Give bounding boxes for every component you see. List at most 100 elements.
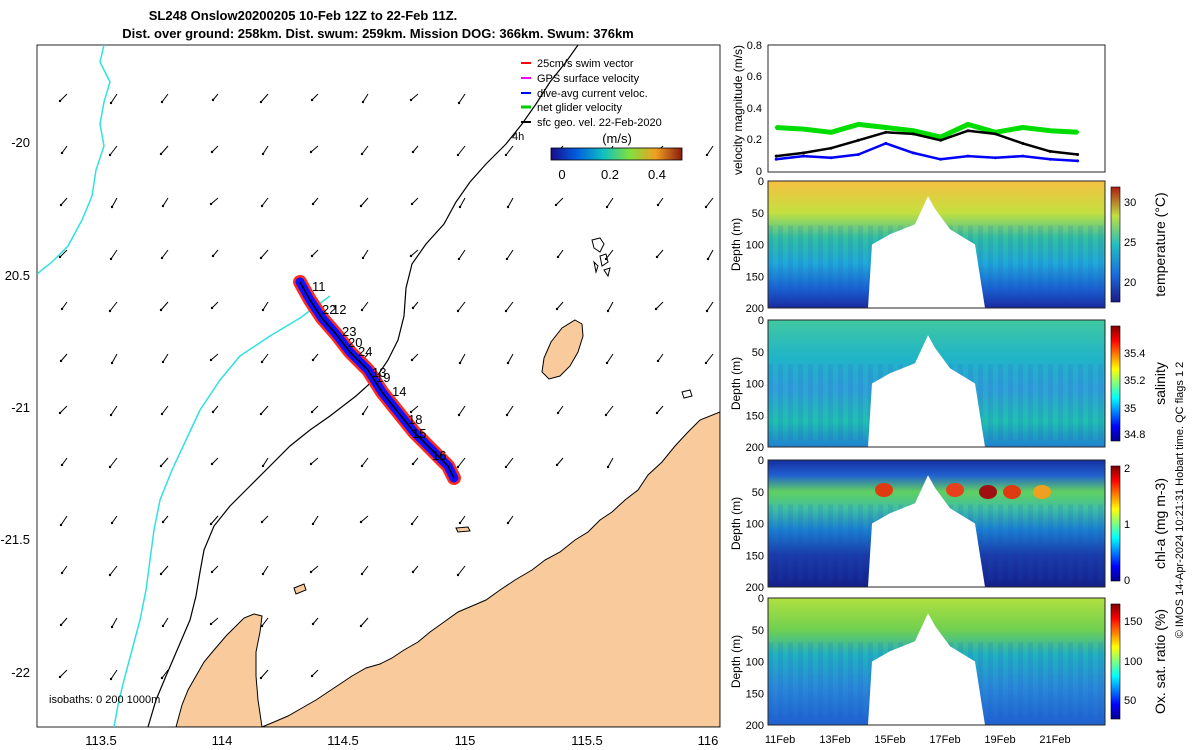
vector-head bbox=[209, 522, 213, 526]
vector-head bbox=[409, 254, 413, 258]
field-band bbox=[1088, 642, 1093, 719]
field-band bbox=[838, 364, 843, 441]
seabed-mask bbox=[868, 613, 985, 725]
track-day-label: 11 bbox=[312, 279, 326, 294]
colorbar-tick: 150 bbox=[1124, 616, 1142, 628]
field-band bbox=[1078, 504, 1083, 581]
field-band bbox=[998, 642, 1003, 719]
vector-arrow bbox=[210, 197, 219, 205]
depth-tick: 150 bbox=[746, 550, 764, 562]
vector-head bbox=[160, 256, 164, 260]
lon-tick: 116 bbox=[698, 733, 719, 748]
depth-tick: 150 bbox=[746, 271, 764, 283]
vector-arrow bbox=[655, 301, 664, 310]
series-point bbox=[1048, 157, 1052, 161]
series-point bbox=[829, 156, 833, 160]
vector-arrow bbox=[360, 617, 369, 627]
series-point bbox=[856, 153, 860, 156]
sfc-velocity-vectors bbox=[58, 93, 714, 681]
vector-head bbox=[210, 150, 214, 154]
field-band bbox=[798, 225, 803, 302]
vector-arrow bbox=[310, 565, 319, 573]
field-band bbox=[1038, 504, 1043, 581]
field-band bbox=[818, 364, 823, 441]
vector-head bbox=[261, 464, 265, 468]
series-point bbox=[1021, 141, 1025, 145]
vector-arrow bbox=[657, 353, 664, 362]
series-point bbox=[911, 132, 915, 136]
track-day-label: 14 bbox=[392, 384, 406, 399]
vector-head bbox=[411, 570, 415, 574]
vector-head bbox=[210, 570, 214, 574]
vector-arrow bbox=[505, 301, 514, 312]
field-band bbox=[778, 642, 783, 719]
island-barrow bbox=[541, 319, 584, 380]
temperature-panel: 0 50 100 150 200 Depth (m) 20 25 30 temperature (… bbox=[729, 176, 1168, 315]
depth-tick: 150 bbox=[746, 688, 764, 700]
depth-ylabel: Depth (m) bbox=[729, 218, 743, 271]
vector-arrow bbox=[110, 93, 118, 104]
vector-head bbox=[555, 463, 559, 467]
series-point bbox=[802, 151, 806, 155]
field-band bbox=[808, 364, 813, 441]
vector-arrow bbox=[412, 301, 419, 309]
vector-arrow bbox=[361, 145, 369, 155]
track-line bbox=[299, 281, 455, 479]
track-day-label: 16 bbox=[432, 448, 446, 463]
field-band bbox=[858, 642, 863, 719]
vector-arrow bbox=[160, 457, 169, 467]
vector-head bbox=[555, 307, 559, 311]
oxygen-colorbar bbox=[1110, 603, 1121, 720]
field-band bbox=[1038, 642, 1043, 719]
vector-arrow bbox=[111, 515, 118, 524]
vector-head bbox=[110, 361, 114, 365]
field-band bbox=[788, 504, 793, 581]
field-band bbox=[828, 225, 833, 302]
field-band bbox=[1078, 225, 1083, 302]
vector-arrow bbox=[657, 197, 664, 206]
vector-head bbox=[209, 622, 213, 626]
date-tick: 13Feb bbox=[819, 734, 850, 746]
vector-arrow bbox=[607, 301, 614, 312]
vector-head bbox=[309, 570, 313, 574]
vector-arrow bbox=[311, 669, 319, 677]
field-band bbox=[868, 225, 873, 302]
field-band bbox=[828, 504, 833, 581]
lon-tick: 113.5 bbox=[85, 733, 117, 748]
vector-arrow bbox=[210, 353, 219, 361]
vector-arrow bbox=[557, 405, 564, 414]
vector-arrow bbox=[607, 457, 614, 468]
field-band bbox=[1098, 642, 1103, 719]
isobath-1000m-south bbox=[113, 295, 331, 727]
field-band bbox=[838, 642, 843, 719]
vector-arrow bbox=[410, 405, 419, 413]
field-band bbox=[1088, 504, 1093, 581]
vector-arrow bbox=[706, 145, 714, 156]
depth-ylabel: Depth (m) bbox=[729, 635, 743, 688]
series-point bbox=[1021, 154, 1025, 158]
field-band bbox=[1038, 225, 1043, 302]
field-band bbox=[1068, 642, 1073, 719]
temperature-colorbar-label: temperature (°C) bbox=[1152, 192, 1168, 296]
legend-label: net glider velocity bbox=[537, 102, 622, 114]
vector-head bbox=[456, 309, 460, 313]
legend-label: sfc geo. vel. 22-Feb-2020 bbox=[537, 117, 662, 129]
vector-head bbox=[705, 153, 709, 157]
speed-colorbar bbox=[550, 147, 683, 161]
speed-colorbar-tick: 0.2 bbox=[601, 167, 619, 182]
series-point bbox=[939, 157, 943, 161]
vector-head bbox=[458, 205, 462, 209]
colorbar-tick: 0 bbox=[1124, 575, 1130, 587]
field-band bbox=[1018, 642, 1023, 719]
map-lat-ticks: -20 20.5 -21 -21.5 -22 bbox=[0, 135, 30, 680]
field-band bbox=[768, 642, 773, 719]
vector-arrow bbox=[312, 515, 319, 525]
vector-head bbox=[556, 255, 560, 259]
depth-tick: 200 bbox=[746, 720, 764, 732]
track-day-label: 12 bbox=[332, 302, 346, 317]
vector-head bbox=[60, 463, 64, 467]
vector-head bbox=[656, 359, 660, 363]
colorbar-tick: 35.2 bbox=[1124, 375, 1145, 387]
vector-arrow bbox=[412, 457, 419, 465]
